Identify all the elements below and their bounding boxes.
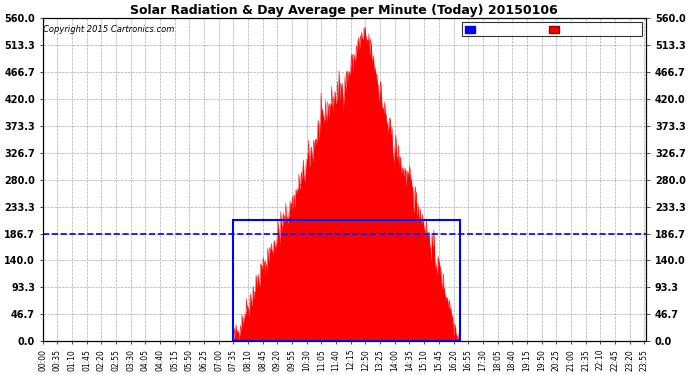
- Bar: [233, 220, 460, 341]
- Title: Solar Radiation & Day Average per Minute (Today) 20150106: Solar Radiation & Day Average per Minute…: [130, 4, 558, 17]
- Legend: Median (W/m2), Radiation (W/m2): Median (W/m2), Radiation (W/m2): [462, 22, 642, 36]
- Text: Copyright 2015 Cartronics.com: Copyright 2015 Cartronics.com: [43, 25, 175, 34]
